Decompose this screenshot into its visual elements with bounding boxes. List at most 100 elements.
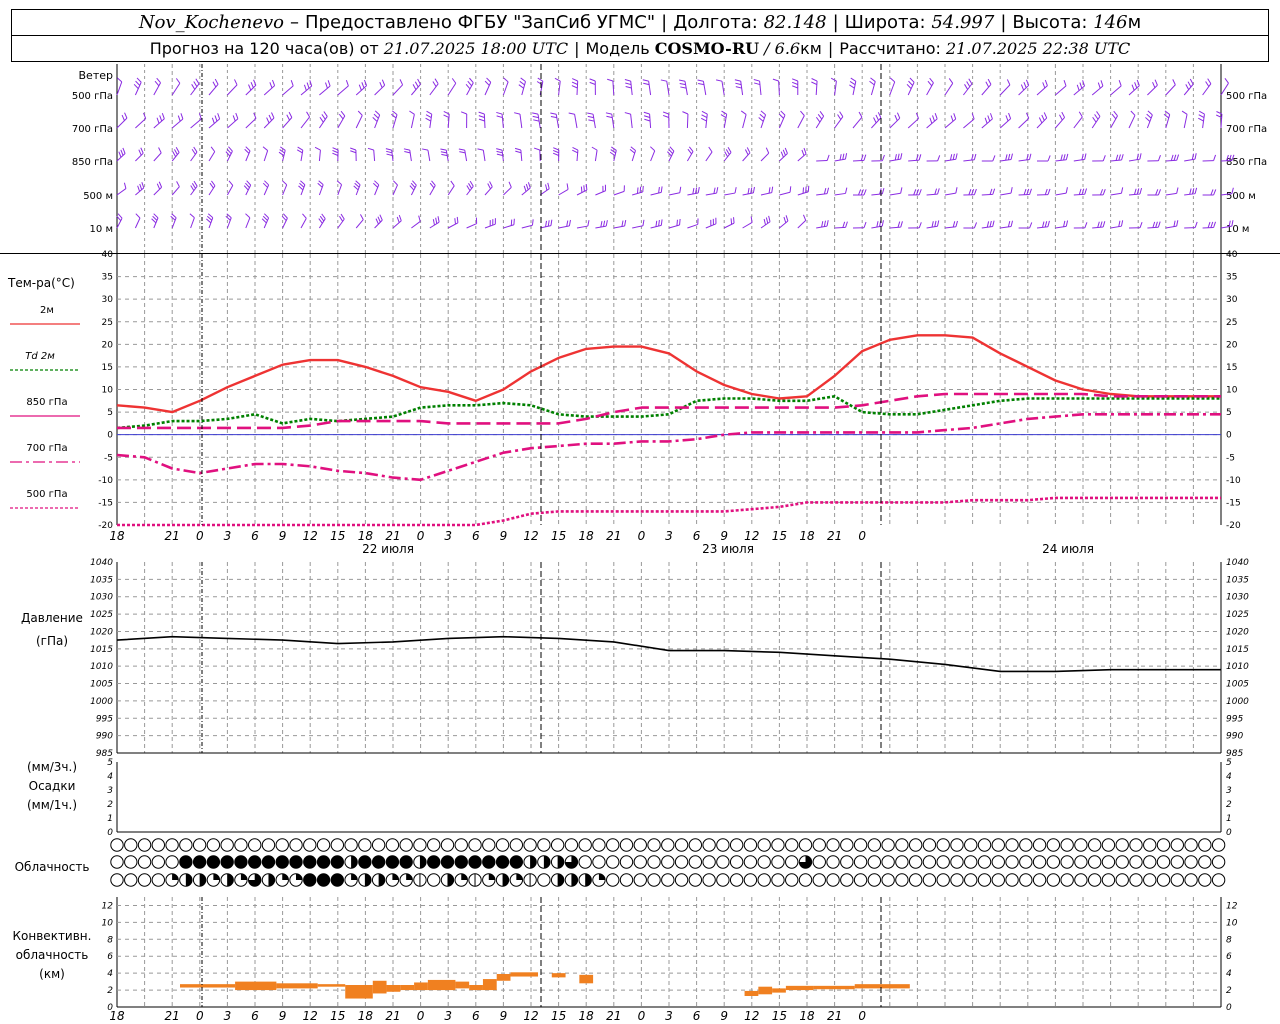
wind-barb-flag <box>306 111 311 118</box>
precip-tick-left: 4 <box>107 772 113 782</box>
wind-barb-flag <box>768 215 771 222</box>
wind-barb-flag <box>303 84 307 91</box>
wind-barb-flag <box>496 111 503 115</box>
cloud-symbol <box>261 873 276 887</box>
wind-barb-flag <box>1047 155 1051 162</box>
wind-barb-staff <box>1018 117 1030 129</box>
cloud-circle <box>206 838 221 852</box>
cloud-symbol <box>674 873 689 887</box>
altitude-unit: м <box>1127 12 1142 33</box>
cloud-symbol <box>137 838 152 852</box>
wind-barb-flag <box>607 78 614 82</box>
wind-barb-flag <box>780 151 784 158</box>
wind-barb-flag <box>135 213 141 219</box>
wind-barb-staff <box>797 115 805 129</box>
wind-barb-flag <box>385 148 392 151</box>
cloud-circle <box>261 838 276 852</box>
cloud-symbol <box>729 838 744 852</box>
wind-barb-staff <box>208 185 216 196</box>
cloud-symbol <box>220 855 234 869</box>
time-label-bottom: 21 <box>606 1009 621 1023</box>
temp-legend-label: 500 гПа <box>26 489 67 500</box>
wind-barb-flag <box>235 112 239 119</box>
time-label-top: 0 <box>638 529 646 543</box>
pressure-tick-left: 1015 <box>90 645 113 655</box>
wind-barb-flag <box>785 215 789 222</box>
wind-barb-flag <box>547 182 550 189</box>
cloud-circle <box>385 855 400 869</box>
wind-barb-flag <box>195 78 200 85</box>
cloud-symbol <box>275 838 289 852</box>
wind-barb-flag <box>426 110 433 115</box>
wind-barb-flag <box>735 86 742 89</box>
wind-barb-flag <box>156 77 161 84</box>
time-label-bottom: 21 <box>165 1009 180 1023</box>
wind-barb-staff <box>613 225 625 229</box>
cloud-symbol <box>798 838 813 852</box>
pressure-tick-right: 1025 <box>1226 610 1249 620</box>
pressure-tick-right: 1010 <box>1226 662 1249 672</box>
time-label-bottom: 18 <box>579 1009 595 1023</box>
wind-barb-flag <box>1231 187 1234 194</box>
wind-barb-flag <box>527 182 531 189</box>
wind-barb-flag <box>585 184 588 191</box>
cloud-circle <box>124 873 138 887</box>
cloud-half <box>378 873 385 887</box>
wind-barb-staff <box>742 114 747 129</box>
cloud-symbol <box>757 873 771 887</box>
cloud-circle <box>812 855 826 869</box>
cloud-symbol <box>633 873 647 887</box>
cloud-symbol <box>399 838 413 852</box>
wind-barb-flag <box>1145 117 1151 122</box>
pressure-title: Давление <box>21 611 83 625</box>
wind-barb-staff <box>116 217 123 229</box>
wind-barb-flag <box>1113 110 1118 117</box>
wind-barb-flag <box>477 148 484 151</box>
time-label-bottom: 0 <box>638 1009 646 1023</box>
cloud-symbol <box>895 873 909 887</box>
cloud-circle <box>743 873 758 887</box>
wind-barb-flag <box>553 147 559 151</box>
cloud-symbol <box>1060 873 1074 887</box>
wind-barb-staff <box>1165 84 1176 96</box>
wind-barb-flag <box>858 189 862 196</box>
wind-barb-flag <box>171 213 177 219</box>
cloud-circle <box>950 838 964 852</box>
wind-barb-flag <box>849 81 856 86</box>
temp-tick-right: 0 <box>1226 431 1232 441</box>
cloud-circle <box>1046 838 1061 852</box>
precip-tick-right: 1 <box>1226 814 1232 824</box>
wind-barb-flag <box>642 79 649 82</box>
wind-barb-flag <box>845 187 848 194</box>
wind-barb-flag <box>643 111 650 115</box>
temp-tick-left: 35 <box>102 273 113 283</box>
cloud-symbol <box>179 873 193 887</box>
cloud-circle <box>1211 855 1226 869</box>
cloud-symbol <box>385 838 400 852</box>
cloud-circle <box>964 838 978 852</box>
wind-barb-flag <box>949 154 953 161</box>
wind-barb-staff <box>684 81 688 96</box>
wind-barb-flag <box>968 78 973 85</box>
temp-tick-left: 40 <box>102 250 114 260</box>
pressure-tick-right: 985 <box>1226 749 1243 759</box>
wind-barb-flag <box>803 147 807 154</box>
wind-barb-flag <box>135 80 141 86</box>
wind-barb-flag <box>262 182 268 188</box>
wind-barb-staff <box>484 186 493 196</box>
wind-barb-flag <box>151 218 157 224</box>
wind-barb-staff <box>520 149 523 162</box>
cloud-circle <box>1115 838 1129 852</box>
cloud-circle <box>1198 873 1212 887</box>
wind-barb-flag <box>768 187 771 194</box>
wind-barb-flag <box>823 188 827 195</box>
cloud-circle <box>220 855 234 869</box>
cloud-symbol <box>895 855 909 869</box>
wind-barb-flag <box>811 78 818 82</box>
wind-barb-flag <box>1065 187 1068 194</box>
time-label-bottom: 15 <box>551 1009 566 1023</box>
temp-tick-right: 40 <box>1226 250 1238 260</box>
time-label-bottom: 3 <box>665 1009 673 1023</box>
wind-barb-flag <box>211 117 215 124</box>
wind-barb-flag <box>778 113 784 119</box>
